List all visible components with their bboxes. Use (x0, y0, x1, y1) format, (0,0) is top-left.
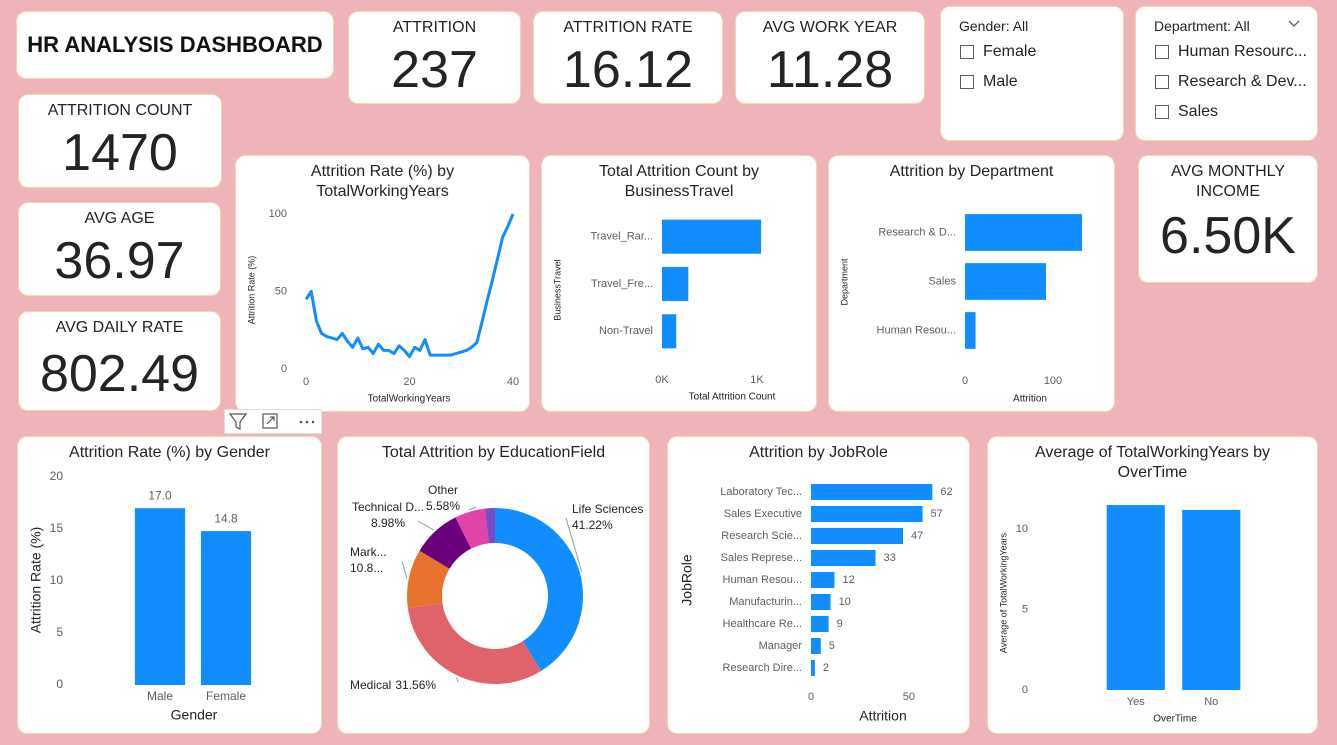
chart-card: Attrition by JobRole (667, 436, 970, 734)
kpi-card: AVG DAILY RATE 802.49 (18, 311, 221, 411)
dashboard-title: HR ANALYSIS DASHBOARD (27, 32, 323, 57)
kpi-label: ATTRITION RATE (563, 19, 693, 36)
option-label: Human Resourc... (1178, 43, 1307, 60)
slicer-title: Gender: All (959, 18, 1029, 34)
title-card: HR ANALYSIS DASHBOARD (16, 11, 334, 79)
kpi-value: 1470 (62, 124, 178, 182)
slicer-option[interactable]: Human Resourc... (1155, 43, 1307, 61)
checkbox[interactable] (960, 45, 974, 59)
kpi-value: 237 (391, 41, 478, 99)
slicer-title: Department: All (1154, 18, 1250, 34)
toolbar-icons[interactable] (225, 410, 321, 433)
chart-card: Attrition Rate (%) by Gender (17, 436, 322, 734)
kpi-card: ATTRITION 237 (348, 11, 521, 104)
option-label: Research & Dev... (1178, 73, 1307, 90)
kpi-label: AVG AGE (84, 210, 155, 227)
kpi-label: AVG MONTHLY INCOME (1170, 163, 1286, 200)
chart-card: Attrition by Department (828, 155, 1115, 412)
chart-card: Attrition Rate (%) by TotalWorkingYears (235, 155, 530, 412)
dropdown-chevron[interactable] (1288, 19, 1300, 29)
kpi-value: 11.28 (766, 41, 894, 99)
kpi-value: 16.12 (562, 41, 694, 99)
slicer-option[interactable]: Research & Dev... (1155, 73, 1307, 91)
kpi-label: AVG WORK YEAR (762, 19, 898, 36)
chart-card: Total Attrition Count by BusinessTravel (541, 155, 817, 412)
option-label: Male (983, 73, 1018, 90)
department-slicer: Department: All Human Resourc... Researc… (1135, 6, 1318, 141)
slicer-option[interactable]: Sales (1155, 103, 1218, 121)
gender-slicer: Gender: All Female Male (940, 6, 1124, 141)
kpi-card: AVG AGE 36.97 (18, 202, 221, 296)
option-label: Sales (1178, 103, 1219, 120)
kpi-value: 802.49 (39, 345, 200, 403)
chart-title: Attrition by Department (889, 163, 1054, 180)
kpi-card: AVG MONTHLY INCOME 6.50K (1138, 155, 1318, 283)
kpi-label: ATTRITION COUNT (47, 102, 193, 119)
checkbox[interactable] (1155, 75, 1169, 89)
kpi-card: AVG WORK YEAR 11.28 (735, 11, 925, 104)
slicer-option[interactable]: Male (960, 73, 1018, 91)
kpi-label: AVG DAILY RATE (55, 319, 184, 336)
chart-title: Attrition Rate (%) by TotalWorkingYears (310, 163, 455, 200)
kpi-card: ATTRITION RATE 16.12 (533, 11, 723, 104)
chart-title: Total Attrition Count by BusinessTravel (598, 163, 760, 200)
chart-title: Attrition by JobRole (749, 444, 888, 461)
chart-card: Average of TotalWorkingYears by OverTime (987, 436, 1318, 734)
checkbox[interactable] (1155, 45, 1169, 59)
visual-toolbar (224, 409, 322, 434)
kpi-label: ATTRITION (392, 19, 477, 36)
chart-title: Average of TotalWorkingYears by OverTime (1034, 444, 1271, 481)
kpi-value: 36.97 (54, 232, 185, 290)
chart-title: Total Attrition by EducationField (381, 444, 606, 461)
checkbox[interactable] (1155, 105, 1169, 119)
checkbox[interactable] (960, 75, 974, 89)
kpi-value: 6.50K (1160, 207, 1296, 265)
chart-card: Total Attrition by EducationField (337, 436, 650, 734)
slicer-option[interactable]: Female (960, 43, 1036, 61)
option-label: Female (983, 43, 1037, 60)
chart-title: Attrition Rate (%) by Gender (69, 444, 270, 461)
kpi-card: ATTRITION COUNT 1470 (18, 94, 222, 188)
